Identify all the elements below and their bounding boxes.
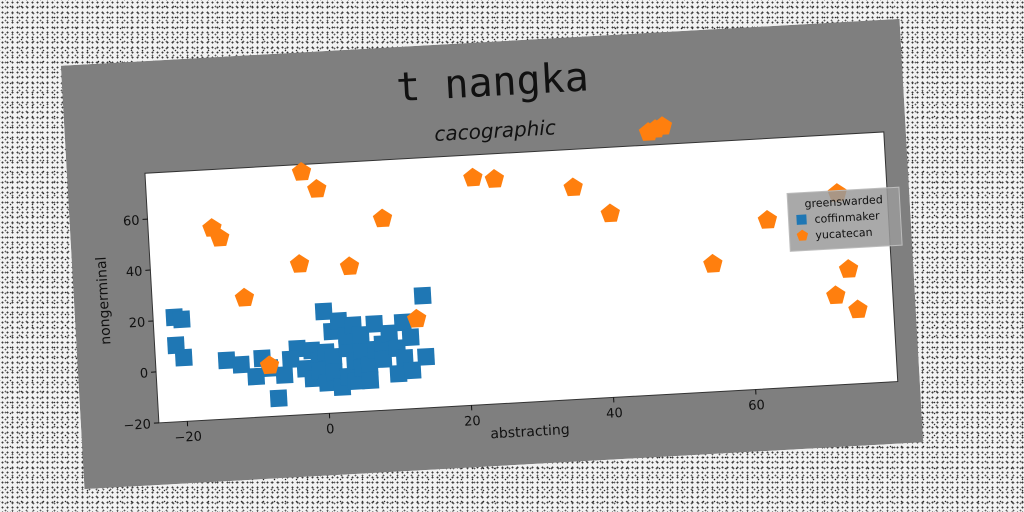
coffinmaker-point — [360, 356, 379, 375]
yucatecan-point — [463, 167, 483, 187]
coffinmaker-point — [393, 313, 412, 332]
plot-points — [165, 116, 868, 408]
coffinmaker-point — [172, 310, 191, 329]
yucatecan-point — [838, 259, 859, 278]
coffinmaker-point — [413, 286, 432, 305]
legend-label-yucatecan: yucatecan — [815, 226, 873, 242]
coffinmaker-point — [314, 302, 333, 321]
coffinmaker-point — [351, 325, 370, 344]
yucatecan-point — [234, 287, 255, 307]
x-axis-ticks: −20 0 20 40 60 — [174, 389, 765, 446]
yucatecan-point — [291, 162, 312, 181]
coffinmaker-point — [347, 372, 366, 391]
yucatecan-point — [826, 285, 846, 305]
yucatecan-point — [307, 178, 327, 198]
yucatecan-point — [372, 208, 393, 228]
yucatecan-point — [289, 254, 310, 273]
coffinmaker-point — [365, 314, 384, 333]
scatter-chart: t nangka cacographic −20 0 20 40 60 −2002040… — [60, 18, 924, 490]
coffinmaker-point — [361, 371, 380, 390]
yucatecan-point — [600, 203, 620, 223]
y-axis-label: nongerminal — [94, 256, 115, 345]
coffinmaker-point — [352, 341, 371, 360]
yucatecan-point — [848, 299, 868, 319]
yucatecan-point — [757, 209, 778, 229]
figure-title: t nangka — [395, 54, 590, 111]
coffinmaker-point — [389, 364, 408, 383]
yucatecan-point — [259, 355, 280, 375]
coffinmaker-point — [417, 347, 435, 366]
y-tick-label: 20 — [128, 315, 145, 331]
yucatecan-point — [210, 227, 230, 247]
coffinmaker-point — [401, 328, 420, 347]
y-tick-label: 60 — [123, 214, 140, 230]
y-tick-label: 40 — [126, 264, 143, 280]
x-tick-label: 40 — [606, 406, 623, 422]
yucatecan-point — [339, 256, 360, 276]
yucatecan-point — [484, 169, 505, 188]
legend-box — [786, 186, 903, 252]
legend-label-coffinmaker: coffinmaker — [814, 209, 880, 226]
x-axis-label: abstracting — [490, 422, 570, 442]
yucatecan-point — [703, 253, 723, 273]
coffinmaker-point — [247, 367, 266, 386]
y-axis-ticks: −20 0 20 40 60 — [123, 214, 159, 434]
coffinmaker-point — [403, 361, 422, 380]
coffinmaker-point — [281, 350, 300, 369]
yucatecan-legend-marker — [796, 229, 809, 241]
x-tick-label: 20 — [464, 414, 481, 430]
coffinmaker-point — [275, 365, 294, 384]
figure: t nangka cacographic −20 0 20 40 60 −20 0 20 40… — [60, 18, 924, 490]
coffinmaker-legend-marker — [796, 214, 807, 225]
y-tick-label: −20 — [123, 417, 151, 434]
x-tick-label: 0 — [326, 422, 335, 437]
yucatecan-point — [652, 116, 673, 136]
coffinmaker-point — [325, 363, 344, 382]
yucatecan-point — [563, 177, 583, 197]
coffinmaker-point — [217, 351, 236, 370]
y-tick-label: 0 — [139, 366, 148, 381]
x-tick-label: −20 — [174, 429, 202, 446]
coffinmaker-point — [380, 324, 399, 343]
x-tick-label: 60 — [748, 398, 765, 414]
coffinmaker-point — [324, 347, 343, 366]
coffinmaker-point — [329, 311, 348, 330]
coffinmaker-point — [174, 348, 193, 367]
coffinmaker-point — [232, 355, 251, 374]
yucatecan-point — [406, 308, 427, 328]
coffinmaker-point — [374, 350, 393, 369]
coffinmaker-point — [269, 389, 288, 408]
legend-title: greenswarded — [804, 193, 883, 210]
